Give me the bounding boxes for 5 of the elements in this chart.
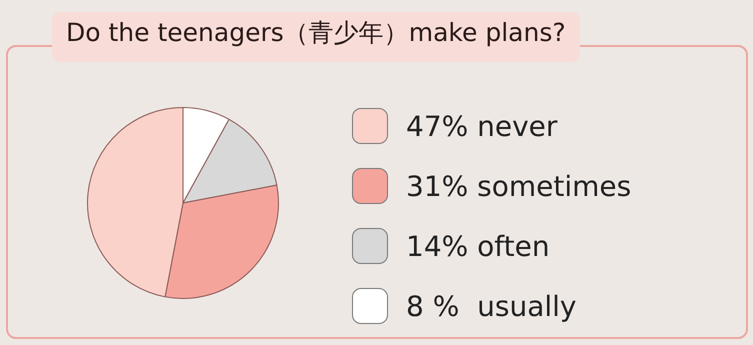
legend-label: 47% never [406,110,558,142]
legend-label: 31% sometimes [406,170,632,202]
legend-label: 14% often [406,230,550,262]
legend-label: 8 % usually [406,290,576,322]
chart-title: Do the teenagers（青少年）make plans? [52,12,580,62]
